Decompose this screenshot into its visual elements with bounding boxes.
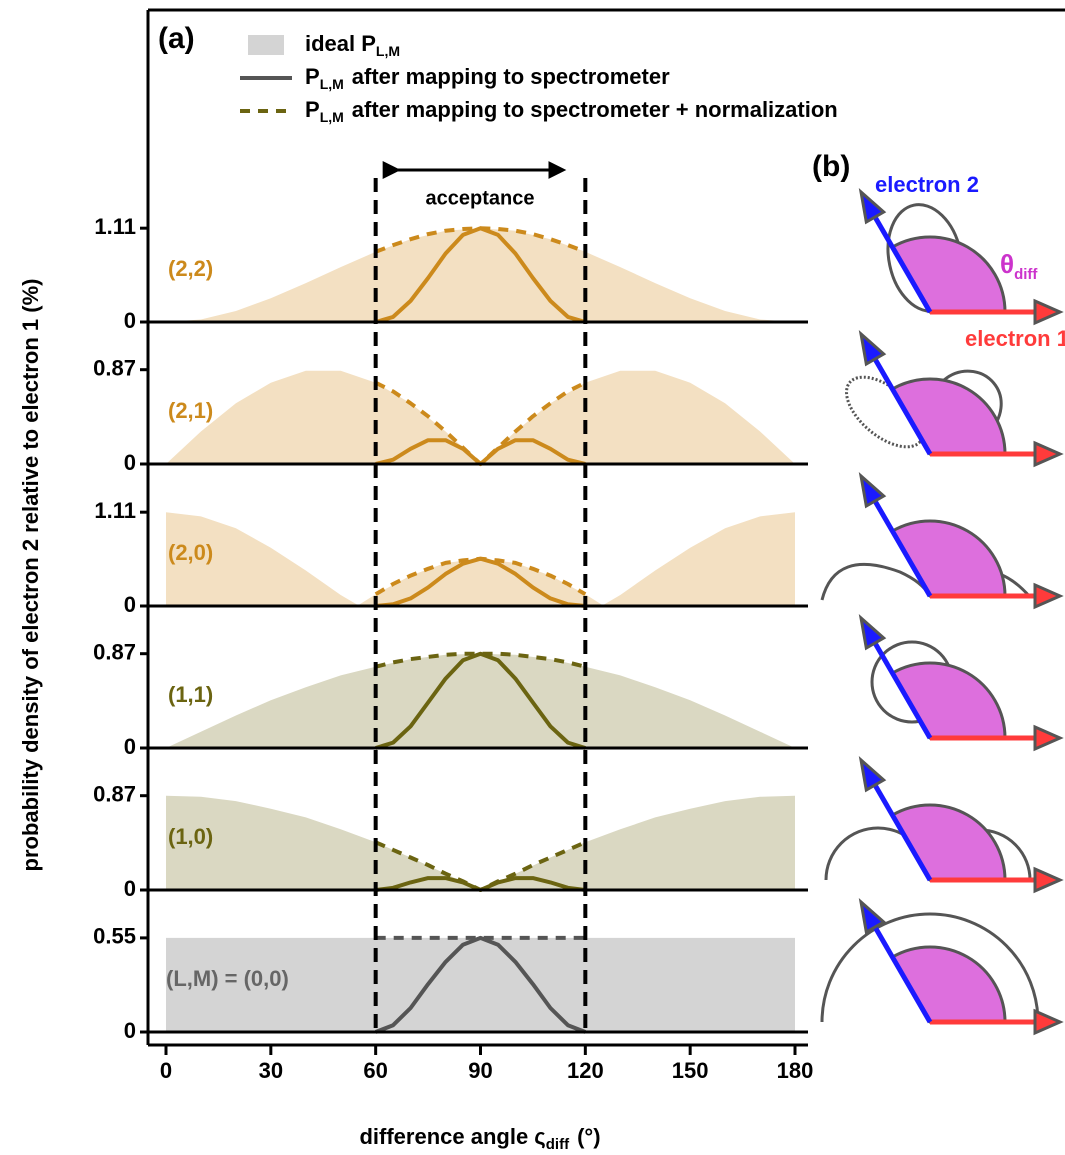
legend-text: after mapping to spectrometer + normaliz… bbox=[352, 97, 838, 122]
legend-label: PL,M after mapping to spectrometer bbox=[305, 64, 670, 92]
x-tick-label: 120 bbox=[567, 1058, 604, 1083]
legend-label: ideal PL,M bbox=[305, 31, 400, 59]
ideal-area bbox=[166, 937, 795, 1032]
x-tick-label: 60 bbox=[363, 1058, 387, 1083]
y-tick-label: 1.11 bbox=[94, 498, 136, 523]
x-tick-label: 180 bbox=[777, 1058, 814, 1083]
legend-text: P bbox=[305, 64, 320, 89]
ideal-area bbox=[166, 653, 795, 748]
legend-label: PL,M after mapping to spectrometer + norm… bbox=[305, 97, 838, 125]
legend-swatch bbox=[248, 35, 284, 55]
panel-label: (2,2) bbox=[168, 256, 213, 281]
legend-text: L,M bbox=[320, 109, 344, 125]
ideal-area bbox=[166, 370, 795, 464]
y-tick-label: 0.87 bbox=[93, 356, 136, 381]
y-tick-label: 1.11 bbox=[94, 214, 136, 239]
y-tick-label: 0.55 bbox=[93, 924, 136, 949]
y-tick-label: 0 bbox=[124, 450, 136, 475]
x-tick-label: 150 bbox=[672, 1058, 709, 1083]
normalized-line bbox=[374, 226, 587, 254]
legend-text: P bbox=[305, 97, 320, 122]
y-axis-label: probability density of electron 2 relati… bbox=[18, 279, 43, 872]
y-tick-label: 0.87 bbox=[93, 640, 136, 665]
legend-text: ideal P bbox=[305, 31, 376, 56]
ideal-area bbox=[166, 795, 795, 890]
x-label-text: difference angle ς bbox=[359, 1124, 545, 1149]
x-tick-label: 30 bbox=[259, 1058, 283, 1083]
legend-text: L,M bbox=[320, 76, 344, 92]
y-tick-label: 0.87 bbox=[93, 782, 136, 807]
x-tick-label: 0 bbox=[160, 1058, 172, 1083]
panel-label: (2,0) bbox=[168, 540, 213, 565]
legend: ideal PL,MPL,M after mapping to spectrome… bbox=[240, 31, 838, 125]
panel-label: (1,1) bbox=[168, 682, 213, 707]
legend-text: L,M bbox=[376, 43, 400, 59]
panel-label: (2,1) bbox=[168, 398, 213, 423]
panel-label: (L,M) = (0,0) bbox=[166, 966, 289, 991]
x-axis-label: difference angle ςdiff (°) bbox=[359, 1124, 600, 1153]
y-tick-label: 0 bbox=[124, 592, 136, 617]
y-tick-label: 0 bbox=[124, 308, 136, 333]
y-tick-label: 0 bbox=[124, 734, 136, 759]
normalized-line bbox=[374, 556, 587, 596]
angle-label: θdiff bbox=[1000, 249, 1038, 283]
y-tick-label: 0 bbox=[124, 876, 136, 901]
x-label-unit: (°) bbox=[577, 1124, 600, 1149]
ideal-area bbox=[166, 228, 795, 322]
mapped-line bbox=[374, 935, 587, 1034]
x-label-subscript: diff bbox=[546, 1136, 570, 1153]
legend-text: after mapping to spectrometer bbox=[352, 64, 670, 89]
x-tick-label: 90 bbox=[468, 1058, 492, 1083]
panel-label: (a) bbox=[158, 22, 195, 55]
panel-label: (b) bbox=[812, 150, 850, 183]
angle-subscript: diff bbox=[1014, 266, 1038, 283]
y-tick-label: 0 bbox=[124, 1018, 136, 1043]
electron-1-label: electron 1 bbox=[965, 326, 1065, 351]
electron-2-label: electron 2 bbox=[875, 172, 979, 197]
angle-symbol: θ bbox=[1000, 249, 1014, 279]
mapped-line bbox=[375, 651, 586, 750]
lobe bbox=[820, 912, 1040, 1023]
plot-area: 0 1.11 (2,2) 0 0.87 (2,1) 0 1.11 (2,0) 0 0.87 (1,1)… bbox=[93, 161, 814, 1083]
panel-label: (1,0) bbox=[168, 824, 213, 849]
acceptance-label: acceptance bbox=[426, 187, 535, 209]
panel-b bbox=[820, 192, 1060, 1033]
